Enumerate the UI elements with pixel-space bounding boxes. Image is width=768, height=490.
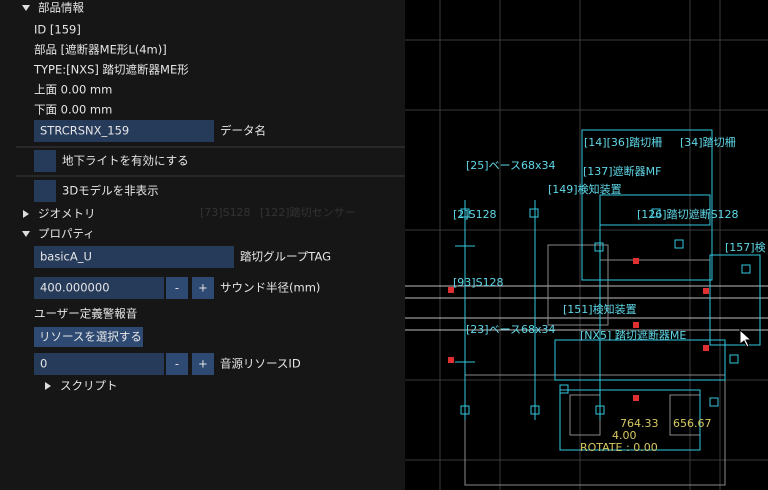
cad-label: [34]踏切柵: [680, 135, 736, 149]
checkbox[interactable]: [34, 180, 56, 202]
property-panel: [73]S128 [122]踏切センサー 部品情報 ID [159] 部品 [遮…: [0, 0, 405, 490]
minus-button[interactable]: [166, 277, 188, 299]
cad-label: [126]踏切遮断S128: [637, 207, 739, 221]
input-label: サウンド半径(mm): [220, 281, 320, 295]
field-label: ユーザー定義警報音: [34, 307, 137, 321]
background-label: [122]踏切センサー: [260, 205, 356, 219]
expand-arrow[interactable]: [22, 231, 30, 237]
button-label: リソースを選択する: [39, 330, 142, 344]
input-value: STRCRSNX_159: [40, 124, 129, 138]
section-header[interactable]: 部品情報: [38, 1, 84, 15]
cad-label: [149]検知装置: [548, 182, 622, 196]
info-top: 上面 0.00 mm: [34, 83, 112, 97]
section-header[interactable]: スクリプト: [60, 379, 118, 393]
plus-button[interactable]: [192, 353, 214, 375]
cad-label: [93]S128: [453, 276, 504, 289]
cad-label: [157]検: [725, 240, 766, 254]
input-value: basicA_U: [40, 250, 92, 264]
info-bottom: 下面 0.00 mm: [34, 103, 112, 117]
input-label: 踏切グループTAG: [240, 250, 331, 264]
cad-label: [2]S128: [453, 208, 497, 221]
info-part: 部品 [遮断器ME形L(4m)]: [34, 43, 167, 57]
cad-label: [NX5] 踏切遮断器ME: [580, 328, 686, 342]
cad-label: [14][36]踏切柵: [584, 135, 662, 149]
input-value: 0: [40, 357, 47, 371]
text-input[interactable]: [34, 246, 234, 268]
input-label: データ名: [220, 124, 266, 138]
info-type: TYPE:[NXS] 踏切遮断器ME形: [33, 63, 189, 77]
section-header[interactable]: ジオメトリ: [38, 207, 96, 221]
coord-z: 4.00: [612, 429, 637, 442]
cad-viewport[interactable]: [14][36]踏切柵 [34]踏切柵 [25]ベース68x34 [137]遮断…: [405, 0, 768, 490]
minus-button[interactable]: [166, 353, 188, 375]
cad-label: [23]ベース68x34: [466, 323, 556, 336]
collapse-arrow[interactable]: [23, 210, 29, 218]
button-label: +: [198, 357, 208, 371]
number-input[interactable]: [34, 353, 164, 375]
cad-label: [137]遮断器MF: [583, 164, 661, 178]
section-header[interactable]: プロパティ: [38, 227, 95, 241]
coord-y: 656.67: [673, 417, 712, 430]
checkbox-label: 地下ライトを有効にする: [62, 154, 189, 168]
button-label: -: [175, 281, 179, 295]
checkbox[interactable]: [34, 150, 56, 172]
collapse-arrow[interactable]: [45, 382, 51, 390]
expand-arrow[interactable]: [22, 5, 30, 11]
button-label: +: [198, 281, 208, 295]
number-input[interactable]: [34, 277, 164, 299]
mouse-cursor: [739, 328, 753, 348]
input-value: 400.000000: [40, 281, 110, 295]
checkbox-label: 3Dモデルを非表示: [62, 184, 159, 198]
info-id: ID [159]: [34, 23, 81, 37]
input-label: 音源リソースID: [220, 357, 301, 371]
select-button[interactable]: [34, 327, 143, 347]
rotate: ROTATE : 0.00: [580, 441, 658, 454]
plus-button[interactable]: [192, 277, 214, 299]
cad-label: [151]検知装置: [563, 302, 637, 316]
button-label: -: [175, 357, 179, 371]
text-input[interactable]: [34, 120, 214, 142]
background-label: [73]S128: [200, 206, 251, 219]
coord-x: 764.33: [620, 417, 659, 430]
cad-label: [25]ベース68x34: [466, 159, 556, 172]
